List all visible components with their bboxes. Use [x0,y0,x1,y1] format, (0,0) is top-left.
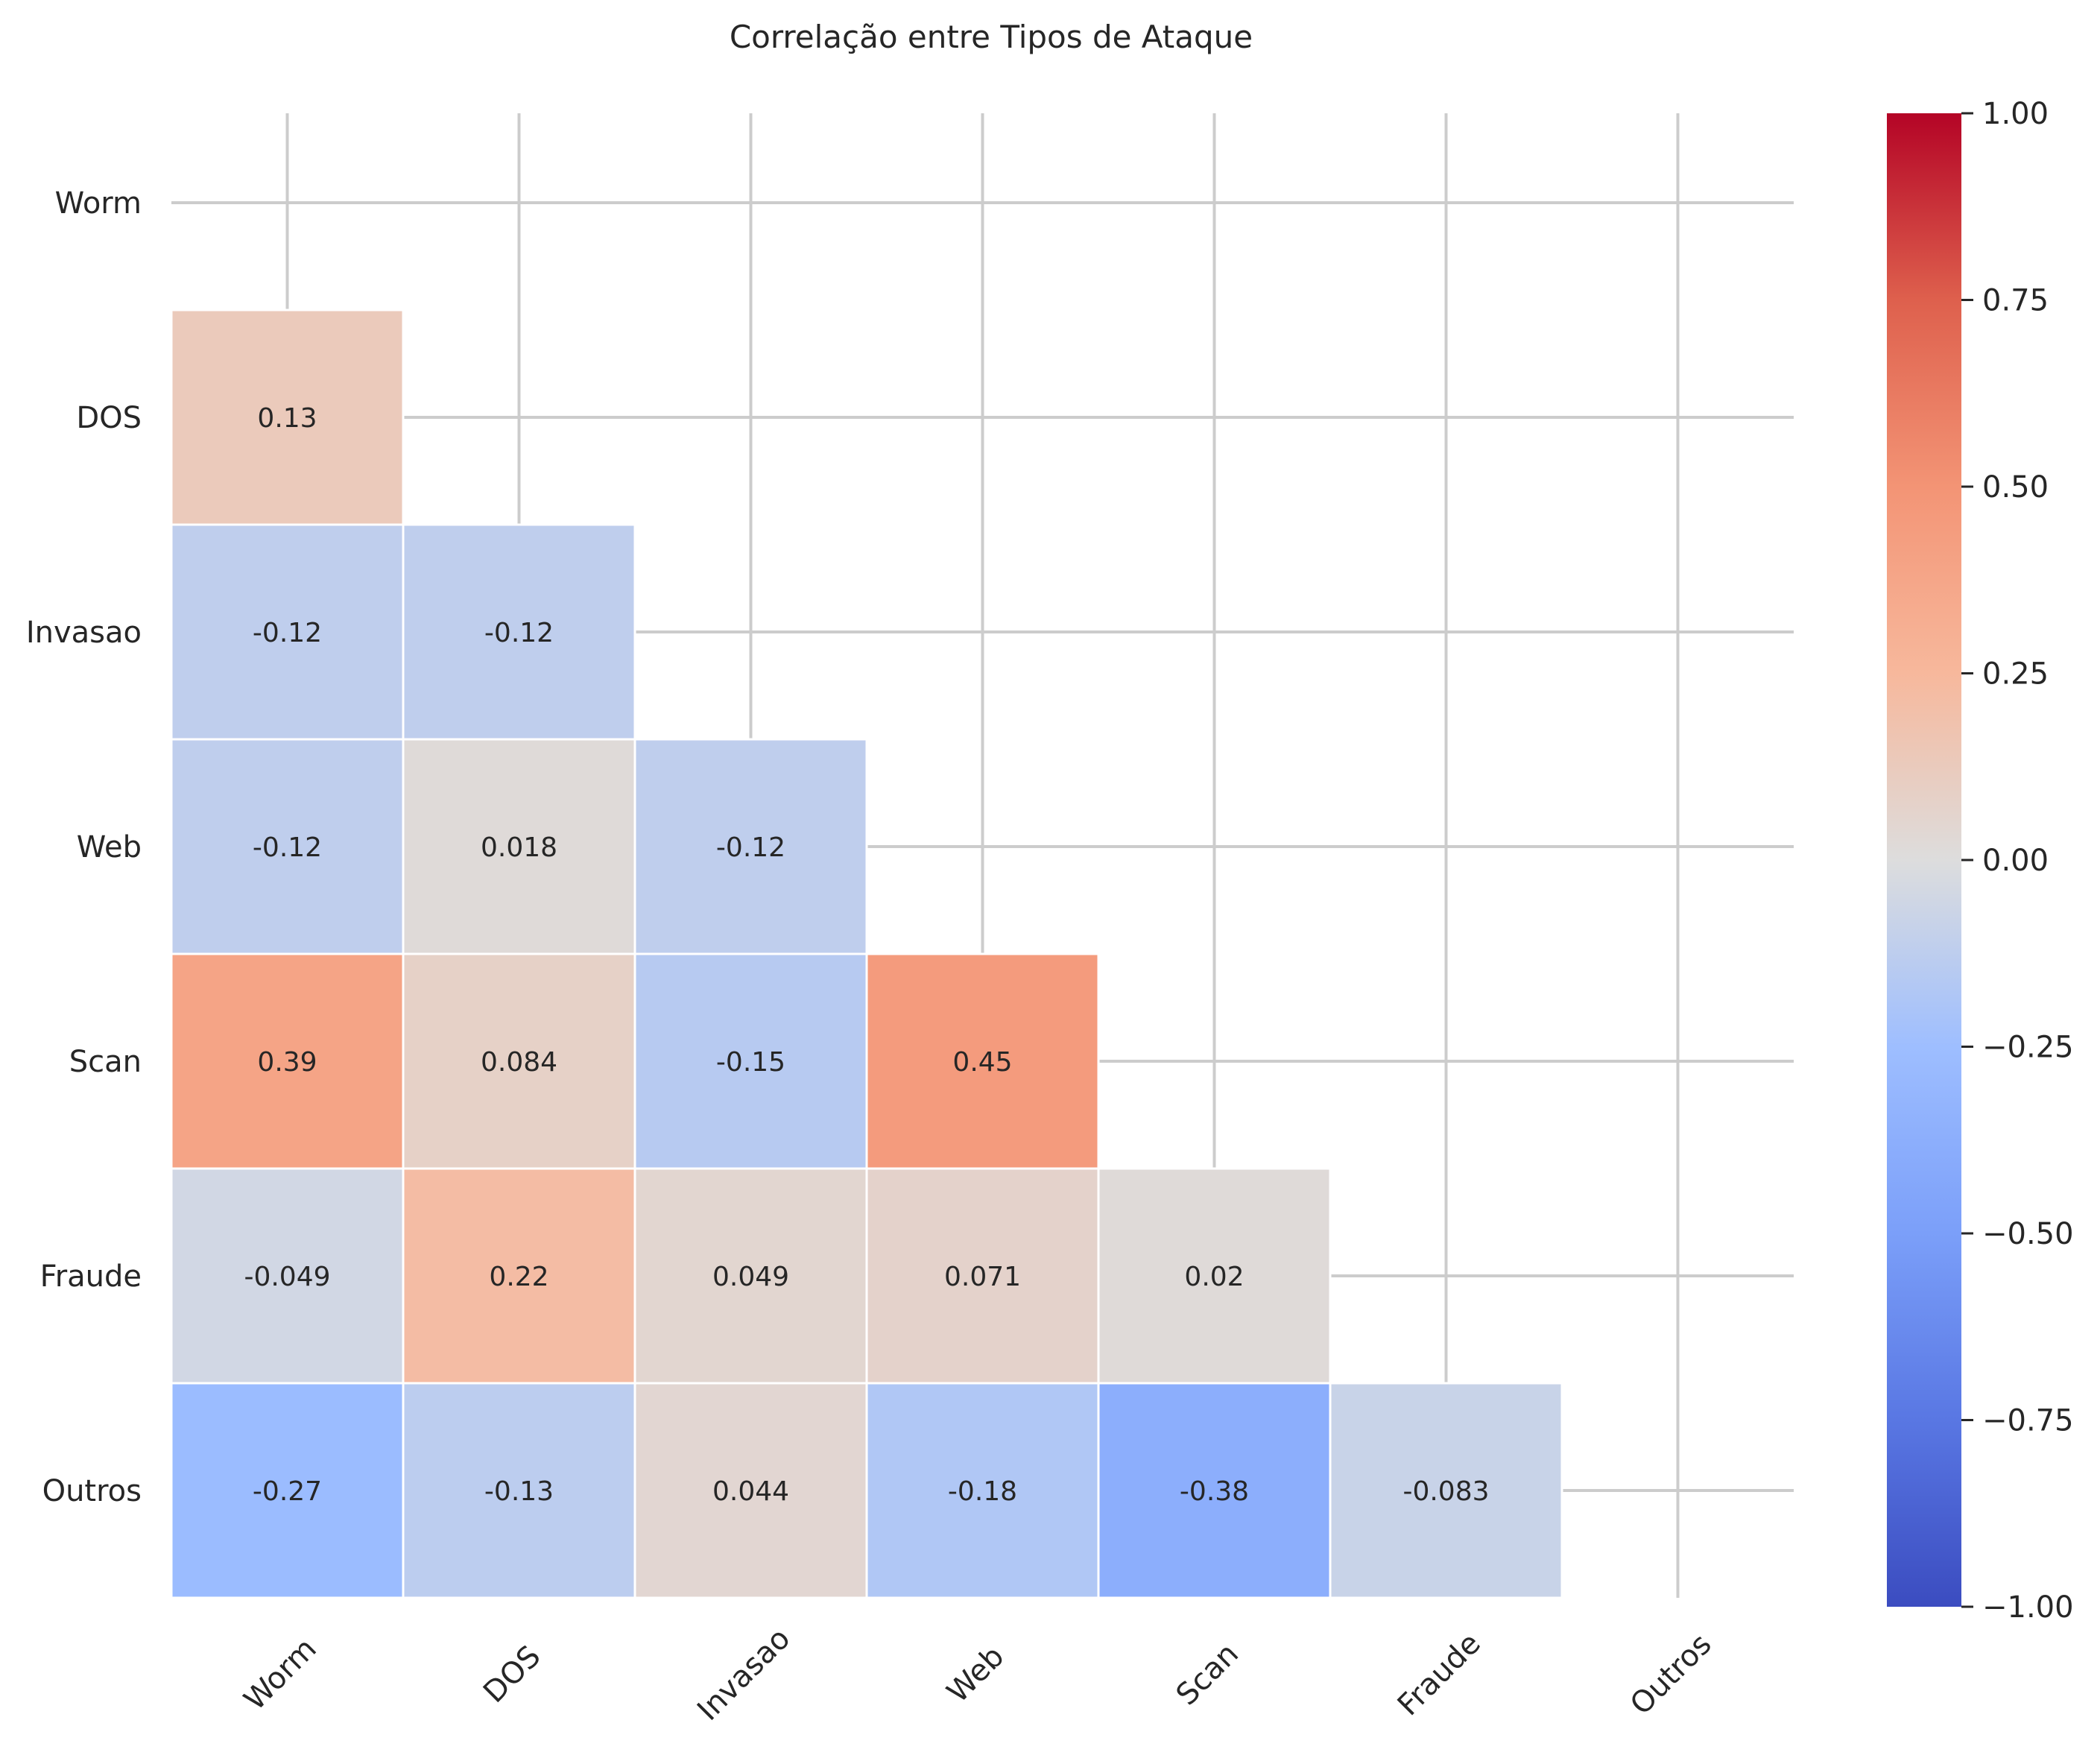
x-tick-label: Web [940,1640,1011,1710]
x-tick-label: Scan [1170,1637,1245,1712]
colorbar-gradient [1887,113,1961,1607]
heatmap-cell [865,952,1100,1170]
cell-value-label: 0.22 [489,1262,548,1292]
colorbar: 1.00 0.75 0.50 0.25 0.00 −0.25 −0.50 −0.75 −1.00 [1887,97,2074,1625]
heatmap-cell [865,1382,1100,1599]
colorbar-tick-label: −1.00 [1982,1590,2074,1625]
x-tick-label: Outros [1624,1627,1718,1722]
heatmap-cell [402,738,636,955]
colorbar-tick-label: 0.00 [1982,844,2049,878]
y-tick-label: Web [77,830,142,864]
heatmap-cell [633,738,868,955]
heatmap-cell [402,1382,636,1599]
cell-value-label: 0.02 [1184,1262,1244,1292]
heatmap-cell [1097,1167,1332,1385]
x-tick-label: DOS [477,1640,548,1710]
heatmap-cell [402,952,636,1170]
cell-value-label: 0.071 [944,1262,1021,1292]
x-tick-label: Fraude [1391,1626,1487,1722]
y-tick-label: Fraude [40,1259,142,1294]
y-tick-label: DOS [76,401,142,435]
heatmap-cells [170,309,1563,1599]
x-tick-label: Worm [238,1631,323,1717]
cell-annotations: 0.13 -0.12 -0.12 -0.12 0.018 -0.12 0.39 0.084 -0… [244,403,1489,1507]
x-tick-label: Invasao [691,1622,797,1727]
cell-value-label: 0.13 [257,403,317,434]
colorbar-tick-label: −0.75 [1982,1404,2074,1438]
cell-value-label: -0.12 [253,832,322,863]
colorbar-tick-label: 0.25 [1982,657,2049,692]
cell-value-label: 0.049 [712,1262,789,1292]
cell-value-label: 0.45 [952,1047,1012,1078]
cell-value-label: -0.27 [253,1476,322,1507]
heatmap-cell [170,952,405,1170]
chart-title: Correlação entre Tipos de Ataque [730,19,1253,55]
cell-value-label: -0.13 [484,1476,554,1507]
colorbar-tick-label: 0.50 [1982,470,2049,505]
heatmap-cell [170,1382,405,1599]
cell-value-label: -0.12 [253,618,322,648]
heatmap-cell [402,523,636,741]
y-tick-labels: Worm DOS Invasao Web Scan Fraude Outros [26,186,142,1508]
colorbar-tick-label: 0.75 [1982,284,2049,318]
y-tick-label: Invasao [26,616,142,650]
cell-value-label: 0.044 [712,1476,789,1507]
colorbar-tick-label: −0.25 [1982,1031,2074,1065]
cell-value-label: -0.049 [244,1262,330,1292]
heatmap-cell [1097,1382,1332,1599]
y-tick-label: Outros [42,1474,142,1508]
cell-value-label: -0.12 [484,618,554,648]
cell-value-label: -0.18 [948,1476,1017,1507]
colorbar-tick-label: −0.50 [1982,1217,2074,1251]
heatmap-cell [633,952,868,1170]
colorbar-tick-label: 1.00 [1982,97,2049,131]
heatmap-cell [170,309,405,526]
y-tick-label: Worm [55,186,142,221]
cell-value-label: 0.39 [257,1047,317,1078]
cell-value-label: -0.083 [1402,1476,1489,1507]
cell-value-label: -0.12 [716,832,785,863]
x-tick-labels: Worm DOS Invasao Web Scan Fraude Outros [238,1622,1718,1727]
cell-value-label: -0.38 [1180,1476,1249,1507]
heatmap-cell [633,1382,868,1599]
y-tick-label: Scan [69,1045,142,1079]
heatmap-cell [170,1167,405,1385]
heatmap-cell [402,1167,636,1385]
cell-value-label: -0.15 [716,1047,785,1078]
cell-value-label: 0.084 [481,1047,557,1078]
cell-value-label: 0.018 [481,832,557,863]
heatmap-cell [1329,1382,1563,1599]
colorbar-ticks: 1.00 0.75 0.50 0.25 0.00 −0.25 −0.50 −0.75 −1.00 [1961,97,2074,1625]
